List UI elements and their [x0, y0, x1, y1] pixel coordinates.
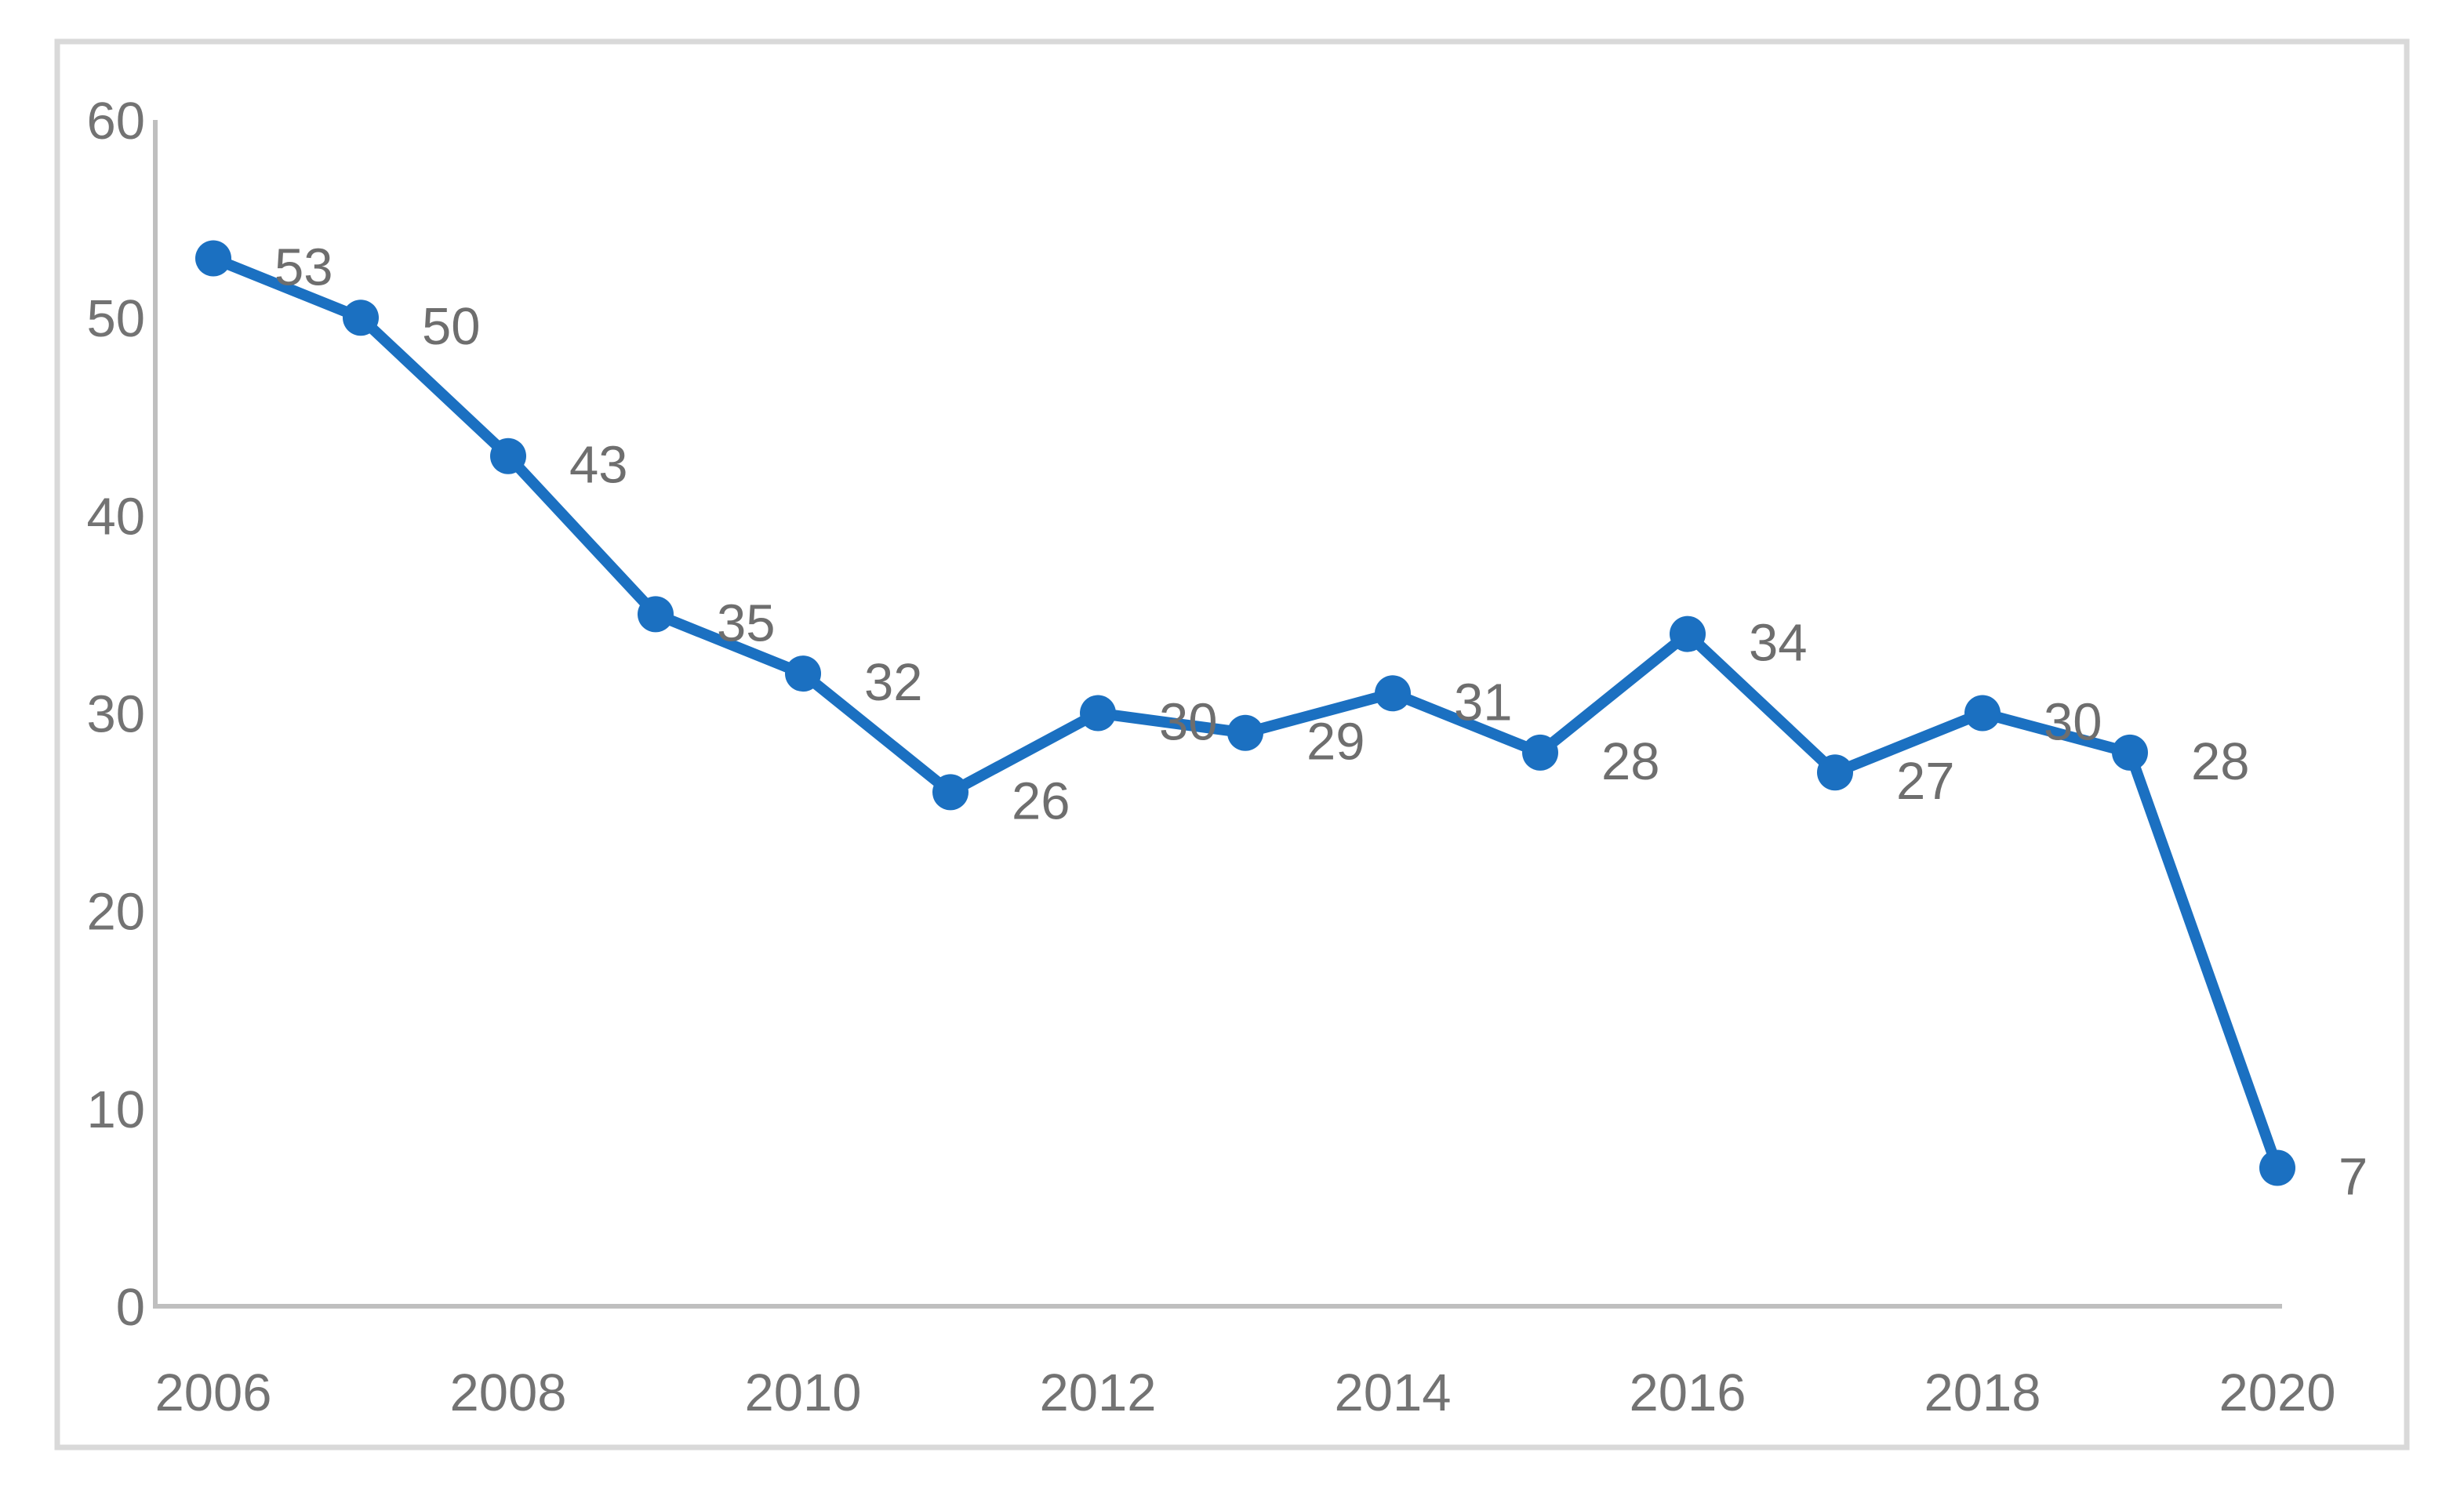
x-tick-label: 2020	[2219, 1363, 2335, 1422]
data-point-marker	[1227, 714, 1263, 751]
x-tick-label: 2016	[1629, 1363, 1746, 1422]
data-point-marker	[785, 655, 821, 692]
data-label: 28	[2191, 732, 2250, 791]
data-point-marker	[343, 300, 379, 336]
y-tick-label: 40	[86, 487, 145, 546]
data-label: 32	[864, 653, 923, 712]
data-point-marker	[490, 438, 526, 474]
data-label: 35	[717, 594, 776, 652]
data-point-marker	[1522, 734, 1558, 771]
data-label: 28	[1601, 732, 1660, 791]
data-point-marker	[1080, 695, 1116, 732]
y-tick-label: 50	[86, 289, 145, 348]
data-point-marker	[1375, 675, 1411, 712]
data-label: 30	[2044, 693, 2102, 752]
x-tick-label: 2010	[744, 1363, 861, 1422]
x-tick-label: 2008	[449, 1363, 566, 1422]
x-tick-label: 2014	[1334, 1363, 1451, 1422]
data-point-marker	[638, 596, 674, 633]
data-label: 53	[274, 238, 333, 297]
y-tick-label: 0	[116, 1278, 145, 1337]
y-tick-label: 20	[86, 883, 145, 942]
data-point-marker	[1964, 695, 2001, 732]
data-point-marker	[1817, 754, 1853, 791]
data-point-marker	[2259, 1149, 2295, 1186]
data-label: 43	[569, 436, 628, 495]
data-label: 50	[422, 297, 481, 356]
y-tick-label: 60	[86, 92, 145, 151]
data-point-marker	[195, 240, 231, 277]
data-label: 31	[1454, 673, 1513, 732]
data-label: 29	[1307, 713, 1365, 772]
y-tick-label: 10	[86, 1080, 145, 1139]
data-label: 26	[1012, 772, 1070, 830]
data-label: 30	[1159, 693, 1218, 752]
data-point-marker	[932, 774, 969, 811]
data-point-marker	[2112, 734, 2148, 771]
x-tick-label: 2018	[1924, 1363, 2041, 1422]
data-label: 7	[2339, 1148, 2368, 1207]
x-tick-label: 2012	[1039, 1363, 1156, 1422]
data-label: 27	[1896, 752, 1955, 811]
chart-border	[54, 38, 2410, 1451]
y-tick-label: 30	[86, 685, 145, 744]
x-tick-label: 2006	[154, 1363, 271, 1422]
data-label: 34	[1749, 614, 1808, 673]
data-point-marker	[1670, 615, 1706, 652]
